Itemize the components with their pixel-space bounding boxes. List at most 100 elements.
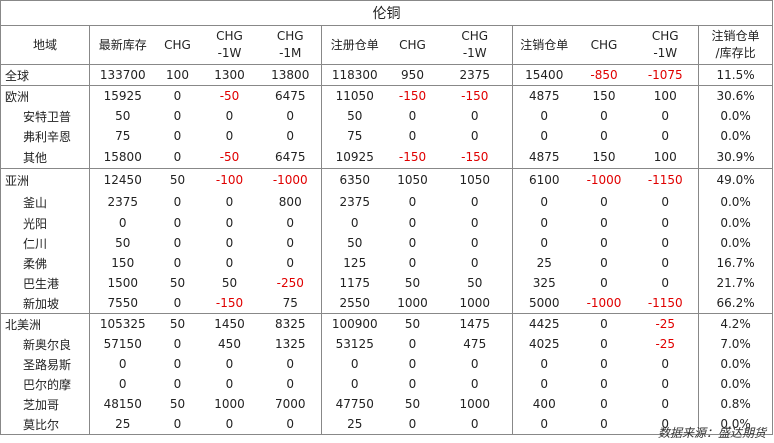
table-cell: 0.0% bbox=[698, 126, 774, 146]
table-cell: 16.7% bbox=[698, 253, 774, 273]
table-cell: 100900 bbox=[321, 313, 388, 334]
table-cell: -1075 bbox=[632, 64, 699, 86]
table-cell: 75 bbox=[115, 129, 131, 143]
table-cell: 4425 bbox=[512, 313, 576, 334]
table-cell: -25 bbox=[632, 313, 699, 334]
table-cell: 0 bbox=[632, 191, 699, 213]
table-cell: 0 bbox=[600, 109, 608, 123]
table-cell: -1150 bbox=[632, 293, 699, 314]
table-row: 光阳 0 0 0 0 0 0 0 0 0 0 0.0% bbox=[0, 213, 774, 233]
table-cell: 325 bbox=[532, 276, 556, 290]
table-cell: 0 bbox=[350, 377, 359, 391]
table-cell: 0 bbox=[540, 216, 549, 230]
table-cell: 4.2% bbox=[698, 313, 774, 334]
table-cell: 0 bbox=[118, 216, 127, 230]
table-cell: 0 bbox=[387, 414, 438, 435]
table-cell: 0 bbox=[408, 236, 417, 250]
table-cell: 0 bbox=[437, 126, 513, 146]
table-cell: 0 bbox=[600, 195, 608, 209]
table-cell: 0 bbox=[575, 414, 633, 435]
table-cell: 50 bbox=[404, 276, 421, 290]
column-header: CHG -1M bbox=[259, 25, 322, 65]
table-cell: 0 bbox=[575, 313, 633, 334]
table-cell: 150 bbox=[111, 256, 135, 270]
table-cell: 133700 bbox=[99, 68, 146, 82]
table-cell: 0 bbox=[437, 354, 513, 374]
table-cell: 10925 bbox=[335, 150, 374, 164]
table-cell: -250 bbox=[259, 273, 322, 293]
table-cell: 400 bbox=[532, 397, 556, 411]
region-name: 巴尔的摩 bbox=[0, 374, 90, 394]
table-row: 亚洲 12450 50 -100 -1000 6350 1050 1050 6100 -1000-… bbox=[0, 168, 774, 191]
table-cell: -150 bbox=[398, 150, 427, 164]
table-cell: 0 bbox=[437, 213, 513, 233]
table-cell: 6100 bbox=[512, 168, 576, 191]
table-cell: 50 bbox=[115, 109, 131, 123]
table-cell: 0 bbox=[118, 357, 127, 371]
table-cell: 0.0% bbox=[698, 106, 774, 126]
table-row: 釜山 2375 0 0 800 2375 0 0 0 0 0 0.0% bbox=[0, 191, 774, 213]
column-header: CHG bbox=[387, 25, 438, 65]
table-cell: 47750 bbox=[335, 397, 374, 411]
table-cell: 0 bbox=[437, 191, 513, 213]
table-cell: 50 bbox=[347, 109, 363, 123]
table-cell: 0.8% bbox=[698, 394, 774, 414]
table-cell: 100 bbox=[166, 68, 189, 82]
table-cell: -150 bbox=[437, 146, 513, 169]
table-cell: 0 bbox=[632, 374, 699, 394]
table-cell: 0 bbox=[225, 195, 234, 209]
table-cell: 0.0% bbox=[698, 233, 774, 253]
table-cell: 1175 bbox=[339, 276, 371, 290]
table-cell: 75 bbox=[259, 293, 322, 314]
table-cell: 0 bbox=[259, 233, 322, 253]
table-cell: 0 bbox=[225, 357, 234, 371]
table-cell: 1000 bbox=[397, 296, 428, 310]
table-cell: 450 bbox=[218, 337, 241, 351]
table-cell: -150 bbox=[387, 85, 438, 106]
table-row: 安特卫普 50 0 0 0 50 0 0 0 0 0 0.0% bbox=[0, 106, 774, 126]
table-cell: 0 bbox=[408, 195, 417, 209]
table-cell: 0 bbox=[540, 129, 549, 143]
table-cell: 0 bbox=[199, 414, 260, 435]
table-cell: 0 bbox=[437, 253, 513, 273]
table-cell: 0 bbox=[540, 357, 549, 371]
table-cell: 0 bbox=[600, 397, 608, 411]
table-cell: 0 bbox=[600, 236, 608, 250]
table-cell: 50 bbox=[347, 236, 363, 250]
table-cell: 0 bbox=[632, 394, 699, 414]
table-cell: 0 bbox=[225, 109, 234, 123]
table-cell: -50 bbox=[219, 150, 240, 164]
region-name: 亚洲 bbox=[0, 168, 90, 191]
table-cell: 0 bbox=[259, 414, 322, 435]
table-cell: 0 bbox=[600, 377, 608, 391]
table-cell: 0 bbox=[350, 357, 359, 371]
table-cell: -25 bbox=[632, 334, 699, 354]
table-row: 仁川 50 0 0 0 50 0 0 0 0 0 0.0% bbox=[0, 233, 774, 253]
region-name: 全球 bbox=[0, 64, 90, 86]
table-row: 新奥尔良 57150 0 450 1325 53125 0 475 4025 0 -25 7.0% bbox=[0, 334, 774, 354]
table-cell: 50 bbox=[155, 168, 200, 191]
table-cell: 0 bbox=[632, 253, 699, 273]
table-row: 弗利辛恩 75 0 0 0 75 0 0 0 0 0 0.0% bbox=[0, 126, 774, 146]
table-cell: 0 bbox=[600, 357, 608, 371]
region-name: 新加坡 bbox=[0, 293, 90, 314]
table-cell: 0 bbox=[173, 195, 182, 209]
table-cell: 15925 bbox=[89, 85, 156, 106]
table-cell: 0.0% bbox=[698, 414, 774, 435]
table-cell: 0 bbox=[173, 296, 182, 310]
table-cell: 0 bbox=[225, 256, 234, 270]
table-cell: 0 bbox=[540, 195, 549, 209]
table-cell: 0 bbox=[437, 414, 513, 435]
table-cell: 6475 bbox=[259, 146, 322, 169]
table-cell: 50 bbox=[387, 313, 438, 334]
column-header: CHG -1W bbox=[199, 25, 260, 65]
table-row: 莫比尔 25 0 0 0 25 0 0 0 0 0 0.0% bbox=[0, 414, 774, 435]
table-cell: 0 bbox=[540, 109, 549, 123]
table-cell: 5000 bbox=[528, 296, 560, 310]
table-cell: 57150 bbox=[103, 337, 142, 351]
table-cell: 25 bbox=[321, 414, 388, 435]
table-row: 其他 15800 0 -50 6475 10925 -150 -150 4875 150 100 30… bbox=[0, 146, 774, 169]
table-cell: 50 bbox=[169, 276, 186, 290]
table-cell: -1000 bbox=[586, 296, 622, 310]
